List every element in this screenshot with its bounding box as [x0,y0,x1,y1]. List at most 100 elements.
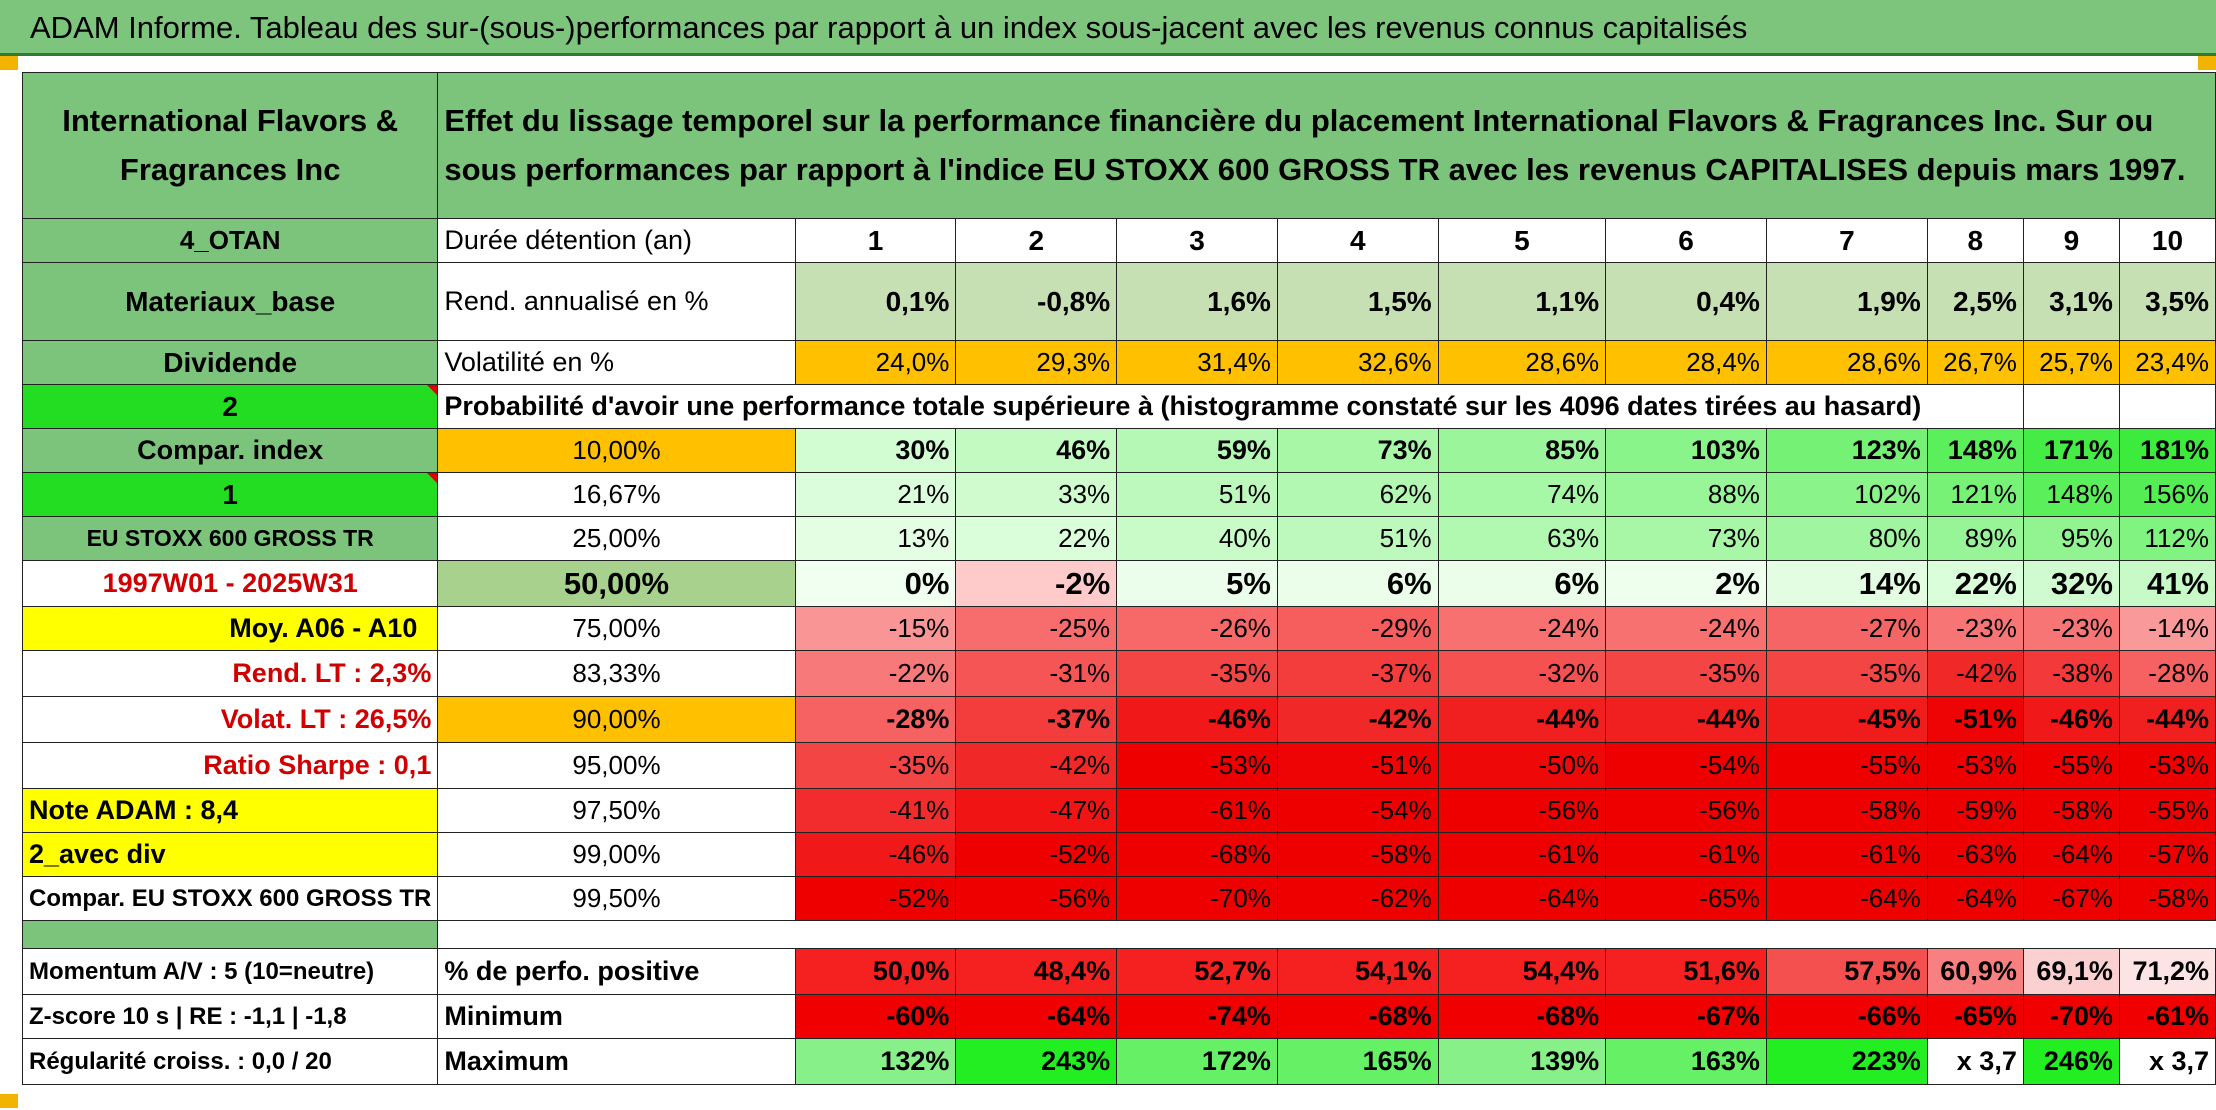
stat-value: x 3,7 [1926,1038,2024,1085]
probability-value: -53% [2118,742,2216,789]
probability-value: -53% [1116,742,1278,789]
empty-cell [2118,384,2216,429]
stat-value: -68% [1276,994,1439,1039]
stat-value: x 3,7 [2118,1038,2216,1085]
probability-value: 6% [1276,560,1439,607]
table-row: Z-score 10 s | RE : -1,1 | -1,8 Minimum -6… [21,994,2216,1039]
empty-cell [2022,384,2120,429]
probability-value: -35% [794,742,957,789]
stat-value: -65% [1926,994,2024,1039]
left-info-cell: Z-score 10 s | RE : -1,1 | -1,8 [21,994,439,1039]
probability-value: -42% [1276,696,1439,743]
return-label: Rend. annualisé en % [437,262,796,341]
year-header: 3 [1116,218,1278,263]
probability-value: -58% [2118,876,2216,921]
report-title: ADAM Informe. Tableau des sur-(sous-)per… [0,0,2216,56]
stat-value: 71,2% [2118,948,2216,995]
probability-threshold: 97,50% [437,788,796,833]
stat-value: 172% [1116,1038,1278,1085]
probability-value: 51% [1276,516,1439,561]
table-row: Compar. index 10,00% 30% 46% 59% 73% 85% 103% 12… [21,428,2216,473]
left-info-cell: Rend. LT : 2,3% [21,650,439,697]
probability-value: -64% [1437,876,1607,921]
volatility-cell: 26,7% [1926,340,2024,385]
probability-value: -58% [1765,788,1928,833]
probability-value: -47% [955,788,1118,833]
probability-value: 95% [2022,516,2120,561]
table-row: 1997W01 - 2025W31 50,00% 0% -2% 5% 6% 6% 2% 14% 2… [21,560,2216,607]
probability-value: -64% [1926,876,2024,921]
probability-value: 21% [794,472,957,517]
year-header: 6 [1605,218,1767,263]
left-info-cell: Ratio Sharpe : 0,1 [21,742,439,789]
probability-value: 171% [2022,428,2120,473]
probability-value: 89% [1926,516,2024,561]
stat-value: -74% [1116,994,1278,1039]
probability-value: 63% [1437,516,1607,561]
probability-value: 148% [1926,428,2024,473]
probability-value: -61% [1765,832,1928,877]
probability-value: -31% [955,650,1118,697]
probability-value: -64% [1765,876,1928,921]
probability-value: 148% [2022,472,2120,517]
probability-value: -24% [1605,606,1767,651]
volatility-cell: 28,6% [1765,340,1928,385]
duration-label: Durée détention (an) [437,218,796,263]
corner-marker [0,1094,18,1108]
probability-value: 88% [1605,472,1767,517]
probability-value: 13% [794,516,957,561]
probability-value: 22% [1926,560,2024,607]
stat-value: -61% [2118,994,2216,1039]
probability-value: -35% [1605,650,1767,697]
probability-value: -55% [2022,742,2120,789]
table-row: Ratio Sharpe : 0,1 95,00% -35% -42% -53% -51%… [21,742,2216,789]
probability-value: 74% [1437,472,1607,517]
probability-value: 33% [955,472,1118,517]
stat-value: -64% [955,994,1118,1039]
stat-value: 246% [2022,1038,2120,1085]
row-label: Maximum [437,1038,796,1085]
probability-value: -37% [955,696,1118,743]
asset-name: International Flavors & Fragrances Inc [21,72,439,219]
probability-threshold: 16,67% [437,472,796,517]
volatility-cell: 23,4% [2118,340,2216,385]
probability-value: -38% [2022,650,2120,697]
probability-value: -27% [1765,606,1928,651]
probability-value: 62% [1276,472,1439,517]
probability-threshold: 90,00% [437,696,796,743]
left-info-cell: 1997W01 - 2025W31 [21,560,439,607]
annual-return-cell: 1,5% [1276,262,1439,341]
probability-value: 59% [1116,428,1278,473]
stat-value: -67% [1605,994,1767,1039]
sector-label: Materiaux_base [21,262,439,341]
probability-value: -59% [1926,788,2024,833]
performance-table: International Flavors & Fragrances Inc E… [21,72,2216,1085]
year-header: 4 [1276,218,1439,263]
code-label: 4_OTAN [21,218,439,263]
separator-cell [21,920,439,949]
probability-value: -56% [1605,788,1767,833]
probability-value: -67% [2022,876,2120,921]
probability-value: -52% [794,876,957,921]
dividend-label: Dividende [21,340,439,385]
probability-value: -55% [2118,788,2216,833]
table-row: Momentum A/V : 5 (10=neutre)% de perfo. … [21,948,2216,995]
probability-value: 80% [1765,516,1928,561]
table-row: 1 16,67% 21% 33% 51% 62% 74% 88% 102% 121% 148% 156… [21,472,2216,517]
left-info-cell: 2_avec div [21,832,439,877]
probability-value: -44% [1437,696,1607,743]
probability-value: -65% [1605,876,1767,921]
probability-value: -58% [1276,832,1439,877]
table-row: Volat. LT : 26,5% 90,00% -28% -37% -46% -42% -… [21,696,2216,743]
stat-value: 57,5% [1765,948,1928,995]
stat-value: 50,0% [794,948,957,995]
stat-value: 139% [1437,1038,1607,1085]
probability-value: -44% [1605,696,1767,743]
probability-value: -46% [794,832,957,877]
probability-value: -41% [794,788,957,833]
probability-value: -57% [2118,832,2216,877]
probability-value: 181% [2118,428,2216,473]
probability-value: -61% [1437,832,1607,877]
probability-value: -42% [955,742,1118,789]
table-description: Effet du lissage temporel sur la perform… [437,72,2216,219]
